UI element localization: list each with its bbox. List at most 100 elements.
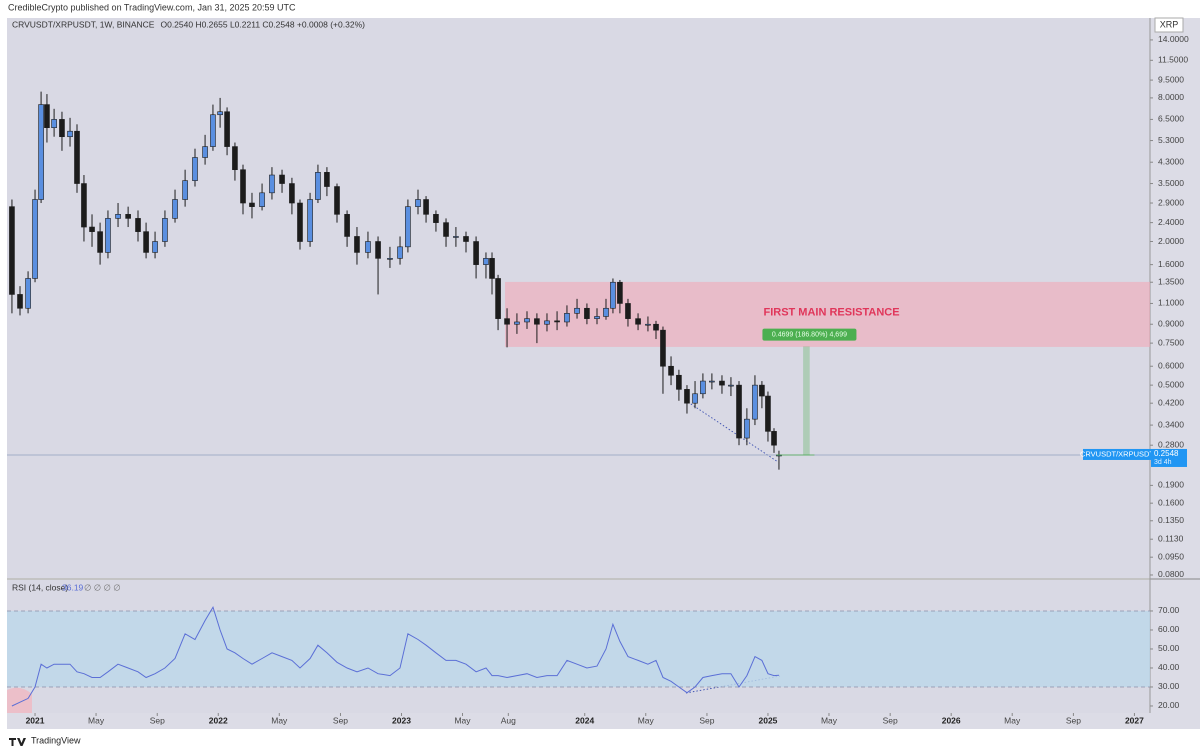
candle-body	[279, 174, 285, 184]
y-tick-label: 0.6000	[1158, 360, 1184, 370]
candle-body	[433, 214, 439, 223]
candle-body	[453, 236, 459, 238]
candle-body	[668, 365, 674, 376]
candle-body	[97, 231, 103, 253]
rsi-icons: ∅ ∅ ∅ ∅	[84, 582, 121, 592]
candle-body	[603, 307, 609, 317]
candle-body	[182, 180, 188, 200]
candle-body	[514, 321, 520, 325]
candle-body	[143, 231, 149, 253]
x-tick-label: Sep	[150, 715, 165, 725]
candle-body	[115, 214, 121, 219]
x-tick-label: 2023	[392, 715, 411, 725]
candle-body	[653, 323, 659, 331]
y-tick-label: 14.0000	[1158, 34, 1189, 44]
candle-body	[297, 202, 303, 242]
y-tick-label: 8.0000	[1158, 92, 1184, 102]
candle-body	[524, 318, 530, 323]
x-tick-label: May	[638, 715, 655, 725]
candle-body	[232, 146, 238, 171]
candle-body	[483, 258, 489, 265]
candle-body	[463, 236, 469, 242]
measure-label-box	[762, 328, 857, 341]
symbol-tag	[1083, 448, 1151, 460]
y-tick-label: 0.7500	[1158, 337, 1184, 347]
candle-body	[125, 214, 131, 219]
x-tick-label: May	[821, 715, 838, 725]
candle-body	[81, 183, 87, 228]
y-tick-label: 2.0000	[1158, 236, 1184, 246]
candle-body	[89, 226, 95, 232]
candle-body	[534, 318, 540, 325]
price-tag-label: 0.2548	[1154, 449, 1179, 458]
candle-body	[676, 374, 682, 390]
candle-body	[744, 418, 750, 439]
candle-body	[217, 111, 223, 116]
candle-body	[152, 241, 158, 253]
candle-body	[489, 258, 495, 279]
x-tick-label: Aug	[501, 715, 516, 725]
candle-body	[625, 303, 631, 319]
y-tick-label: 0.9000	[1158, 318, 1184, 328]
candle-body	[771, 431, 777, 446]
x-tick-label: May	[88, 715, 105, 725]
measure-label: 0.4699 (186.80%) 4,699	[772, 332, 847, 339]
y-tick-label: 40.00	[1158, 662, 1180, 672]
candle-body	[415, 199, 421, 207]
candle-body	[240, 169, 246, 204]
candle-body	[249, 202, 255, 207]
countdown-label: 3d 4h	[1154, 459, 1172, 466]
y-tick-label: 0.4200	[1158, 397, 1184, 407]
candle-body	[700, 380, 706, 395]
candle-body	[423, 199, 429, 215]
x-tick-label: Sep	[883, 715, 898, 725]
y-tick-label: 0.1130	[1158, 533, 1184, 543]
y-tick-label: 0.2800	[1158, 439, 1184, 449]
x-tick-label: Sep	[333, 715, 348, 725]
y-tick-label: 9.5000	[1158, 74, 1184, 84]
candle-body	[645, 323, 651, 326]
candle-body	[59, 119, 65, 138]
candle-body	[375, 241, 381, 259]
candle-body	[74, 130, 80, 184]
candle-body	[610, 281, 616, 309]
resistance-label: FIRST MAIN RESISTANCE	[763, 306, 899, 318]
y-tick-label: 70.00	[1158, 605, 1180, 615]
y-tick-label: 0.3400	[1158, 419, 1184, 429]
y-tick-label: 60.00	[1158, 624, 1180, 634]
y-tick-label: 3.5000	[1158, 178, 1184, 188]
symbol-title: CRVUSDT/XRPUSDT, 1W, BINANCE	[12, 19, 155, 29]
tradingview-logo	[9, 738, 26, 746]
candle-body	[574, 307, 580, 314]
x-tick-label: 2021	[26, 715, 45, 725]
oversold-fill	[7, 687, 32, 713]
y-tick-label: 0.5000	[1158, 379, 1184, 389]
candle-body	[32, 199, 38, 279]
currency-box	[1154, 17, 1184, 33]
y-tick-label: 0.0800	[1158, 569, 1184, 579]
rsi-band	[7, 610, 1150, 687]
candle-body	[495, 278, 501, 319]
candle-body	[9, 206, 15, 295]
candle-body	[719, 380, 725, 386]
price-axis	[1150, 18, 1200, 713]
candle-body	[315, 172, 321, 200]
y-tick-label: 0.1350	[1158, 515, 1184, 525]
candle-body	[334, 186, 340, 215]
y-tick-label: 11.5000	[1158, 55, 1188, 65]
candle-body	[554, 320, 560, 323]
x-tick-label: May	[271, 715, 288, 725]
rsi-title: RSI (14, close)	[12, 582, 68, 592]
symbol-tag-label: CRVUSDT/XRPUSDT	[1080, 449, 1154, 458]
candle-body	[344, 214, 350, 237]
candle-body	[307, 199, 313, 242]
candle-body	[67, 130, 73, 138]
footer: TradingView	[31, 735, 81, 745]
candle-body	[504, 318, 510, 325]
candle-body	[594, 316, 600, 319]
x-tick-label: May	[454, 715, 471, 725]
published-note: CredibleCrypto published on TradingView.…	[8, 2, 296, 12]
candle-body	[387, 258, 393, 260]
candle-body	[660, 329, 666, 367]
candle-body	[405, 206, 411, 248]
